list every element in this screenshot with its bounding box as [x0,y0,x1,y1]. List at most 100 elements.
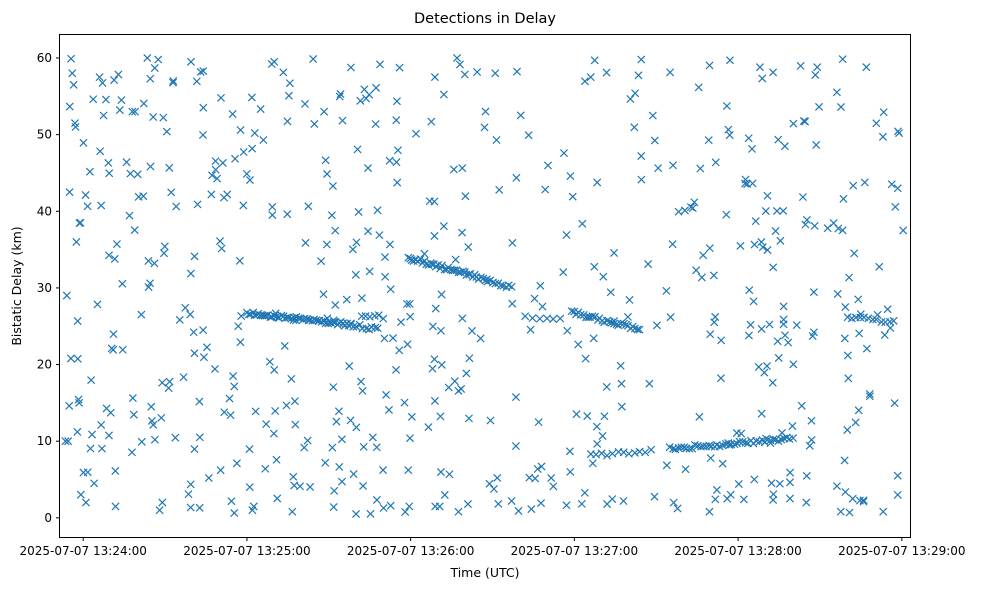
detection-marker [823,224,832,233]
detection-marker [785,494,795,503]
detection-marker [283,210,292,219]
detection-marker [317,257,326,266]
detection-marker [763,191,772,200]
detection-marker [633,325,642,334]
detection-marker [630,448,639,457]
detection-marker [154,55,163,64]
detection-marker [285,79,294,88]
detection-marker [706,330,715,339]
detection-marker [430,231,439,240]
detection-marker [680,206,689,215]
detection-marker [250,129,259,138]
detection-marker [169,76,178,86]
detection-marker [114,70,123,79]
detection-marker [117,96,126,105]
detection-marker [284,313,293,322]
detection-marker [172,202,181,211]
detection-marker [115,106,124,115]
detection-marker [662,286,671,295]
detection-marker [228,110,237,119]
detection-marker [839,194,848,203]
detection-marker [666,68,675,77]
detection-marker [128,107,137,116]
detection-marker [788,422,797,431]
detection-marker [745,286,754,295]
detection-marker [777,428,787,437]
detection-marker [245,176,255,185]
detection-marker [334,407,343,416]
detection-marker [66,354,75,363]
detection-marker [521,312,530,321]
detection-marker [789,434,798,443]
detection-marker [603,451,612,460]
detection-marker [365,267,374,276]
detection-marker [239,201,248,210]
detection-marker [322,240,331,249]
detection-marker [165,163,174,172]
detection-marker [856,310,865,319]
detection-marker [813,63,822,72]
detection-marker [431,304,440,313]
detection-marker [366,509,375,518]
detection-marker [289,472,298,481]
detection-marker [758,243,767,252]
detection-marker [436,412,445,421]
detection-marker [801,117,810,126]
detection-marker [217,244,226,253]
detection-marker [385,240,394,249]
detection-marker [893,471,902,480]
detection-marker [722,101,731,111]
detection-marker [277,311,286,320]
y-axis: 0 10 20 30 40 50 60 [37,51,60,525]
detection-marker [271,406,280,415]
detection-marker [375,231,384,240]
detection-marker [705,244,714,253]
detection-marker [104,158,113,167]
detection-marker [797,401,806,410]
detection-marker [149,420,158,429]
detection-marker [356,377,366,386]
detection-marker [840,456,849,465]
detection-marker [832,482,841,491]
detection-marker [725,440,734,449]
x-tick-label: 2025-07-07 13:24:00 [19,544,146,558]
detection-marker [144,256,153,265]
detection-marker [750,240,759,249]
detection-marker [534,418,543,427]
detection-marker [669,161,678,170]
detection-marker [373,206,382,215]
detection-marker [405,502,414,511]
detection-marker [374,311,383,320]
detection-marker [705,507,714,516]
detection-marker [208,171,217,180]
detection-marker [392,158,401,167]
detection-marker [711,495,720,504]
detection-marker [838,55,847,64]
detection-marker [354,207,363,216]
detection-marker [463,500,472,509]
detection-marker [780,142,789,151]
detection-marker [662,461,671,470]
detection-marker [353,145,362,154]
y-tick-label: 50 [37,128,52,142]
detection-marker [430,396,439,405]
detection-marker [167,188,176,197]
detection-marker [150,259,159,268]
detection-marker [769,435,778,444]
detection-marker [802,215,811,224]
detection-marker [547,473,556,483]
detection-marker [559,268,568,277]
detection-marker [158,378,167,387]
detection-marker [666,313,675,322]
detection-marker [599,272,608,281]
detection-marker [736,241,745,250]
detection-marker [538,302,547,311]
detection-marker [464,414,473,423]
detection-marker [73,317,82,326]
detection-marker [99,111,108,120]
detection-marker [328,443,337,452]
detection-marker [186,57,196,66]
detection-marker [65,102,74,111]
detection-marker [860,178,869,187]
detection-marker [574,340,583,349]
